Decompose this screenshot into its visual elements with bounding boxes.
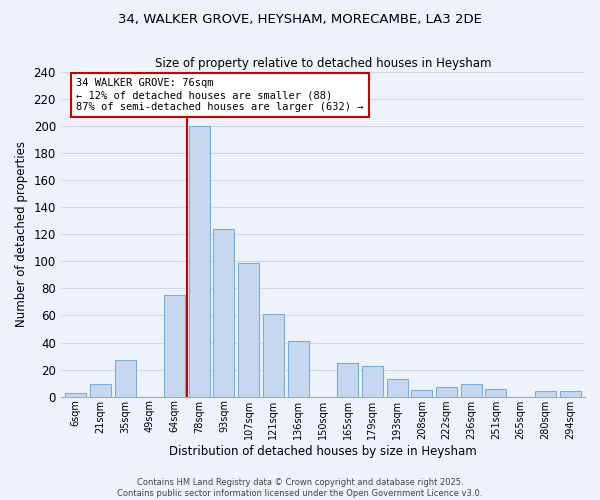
X-axis label: Distribution of detached houses by size in Heysham: Distribution of detached houses by size …: [169, 444, 477, 458]
Bar: [189, 126, 210, 396]
Bar: [436, 387, 457, 396]
Y-axis label: Number of detached properties: Number of detached properties: [15, 141, 28, 327]
Bar: [535, 391, 556, 396]
Bar: [386, 379, 407, 396]
Bar: [238, 262, 259, 396]
Bar: [337, 363, 358, 396]
Bar: [263, 314, 284, 396]
Bar: [90, 384, 111, 396]
Bar: [411, 390, 433, 396]
Title: Size of property relative to detached houses in Heysham: Size of property relative to detached ho…: [155, 58, 491, 70]
Bar: [164, 295, 185, 396]
Bar: [287, 341, 308, 396]
Bar: [214, 228, 235, 396]
Bar: [560, 391, 581, 396]
Bar: [485, 388, 506, 396]
Bar: [115, 360, 136, 397]
Bar: [65, 392, 86, 396]
Text: 34, WALKER GROVE, HEYSHAM, MORECAMBE, LA3 2DE: 34, WALKER GROVE, HEYSHAM, MORECAMBE, LA…: [118, 12, 482, 26]
Bar: [461, 384, 482, 396]
Text: Contains HM Land Registry data © Crown copyright and database right 2025.
Contai: Contains HM Land Registry data © Crown c…: [118, 478, 482, 498]
Text: 34 WALKER GROVE: 76sqm
← 12% of detached houses are smaller (88)
87% of semi-det: 34 WALKER GROVE: 76sqm ← 12% of detached…: [76, 78, 364, 112]
Bar: [362, 366, 383, 396]
